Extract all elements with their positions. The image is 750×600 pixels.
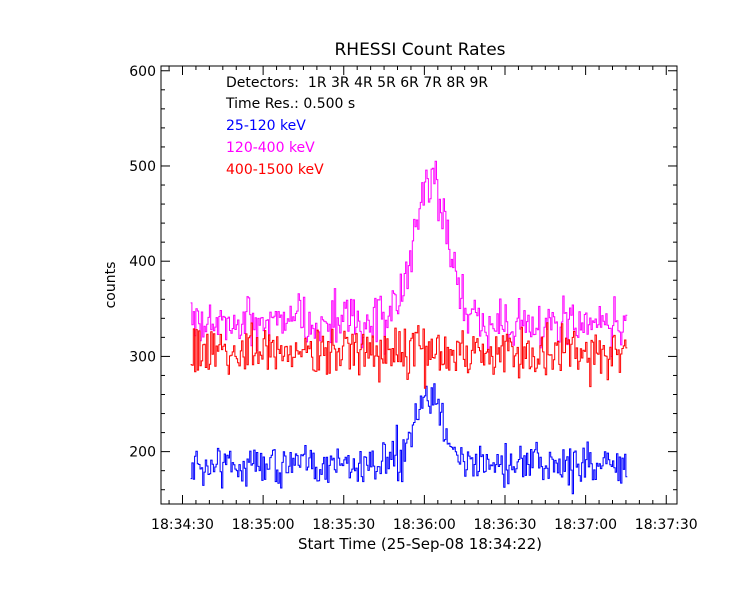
y-tick-label: 200 — [129, 445, 156, 461]
legend-entry-low: 25-120 keV — [226, 118, 306, 134]
x-axis-label: Start Time (25-Sep-08 18:34:22) — [298, 535, 542, 553]
x-tick-label: 18:37:00 — [554, 517, 617, 533]
series-line-0 — [190, 383, 628, 495]
x-tick-label: 18:34:30 — [151, 517, 214, 533]
y-tick-label: 600 — [129, 64, 156, 80]
legend-entry-high: 400-1500 keV — [226, 162, 324, 178]
series-layer — [190, 160, 628, 495]
x-tick-label: 18:37:30 — [635, 517, 698, 533]
y-tick-label: 300 — [129, 349, 156, 365]
x-tick-label: 18:35:00 — [232, 517, 295, 533]
x-tick-label: 18:36:00 — [393, 517, 456, 533]
plot-frame — [160, 65, 678, 505]
x-tick-label: 18:35:30 — [312, 517, 375, 533]
y-tick-label: 500 — [129, 159, 156, 175]
annotation-detectors: Detectors: 1R 3R 4R 5R 6R 7R 8R 9R — [226, 75, 488, 91]
chart-title: RHESSI Count Rates — [334, 40, 505, 60]
ticks-layer: 18:34:30 18:35:00 18:35:30 18:36:00 18:36:30… — [129, 64, 697, 533]
series-line-2 — [190, 322, 628, 389]
y-axis-label: counts — [103, 262, 119, 309]
series-line-1 — [190, 160, 628, 357]
y-tick-label: 400 — [129, 254, 156, 270]
x-tick-label: 18:36:30 — [474, 517, 537, 533]
legend-entry-mid: 120-400 keV — [226, 140, 315, 156]
annotation-time-res: Time Res.: 0.500 s — [225, 96, 355, 112]
